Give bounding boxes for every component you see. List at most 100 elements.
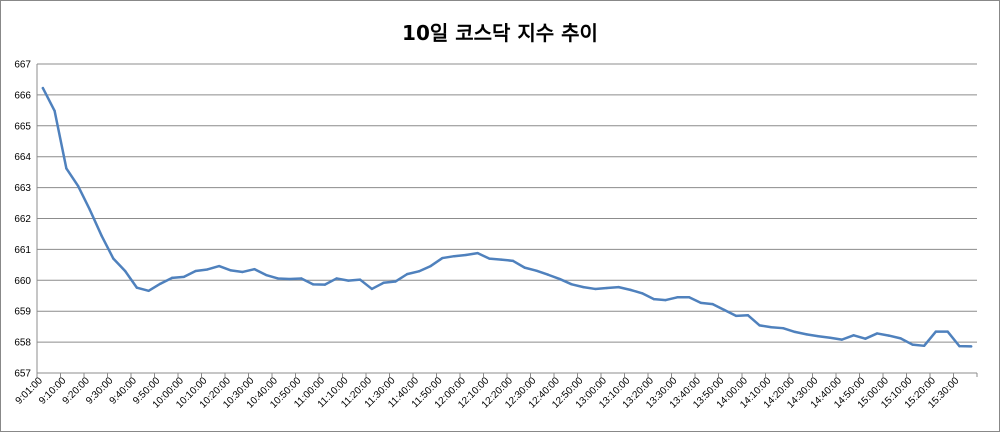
y-tick-label: 667 bbox=[14, 60, 31, 71]
data-point bbox=[676, 296, 679, 299]
x-tick-labels: 9:01:009:10:009:20:009:30:009:40:009:50:… bbox=[14, 375, 962, 411]
data-point bbox=[852, 334, 855, 337]
data-point bbox=[488, 257, 491, 260]
data-point bbox=[605, 286, 609, 290]
data-point bbox=[629, 288, 632, 292]
y-tick-label: 664 bbox=[14, 152, 31, 163]
data-point bbox=[347, 279, 350, 282]
data-point bbox=[358, 278, 362, 281]
data-point bbox=[41, 86, 45, 90]
y-tick-label: 665 bbox=[14, 121, 31, 132]
y-tick-label: 658 bbox=[14, 338, 31, 349]
y-tick-label: 663 bbox=[14, 183, 31, 194]
data-point bbox=[147, 289, 150, 293]
data-point bbox=[899, 337, 902, 340]
data-point bbox=[276, 277, 280, 280]
data-point bbox=[699, 301, 703, 305]
data-point bbox=[711, 302, 714, 306]
data-point bbox=[382, 281, 385, 284]
data-point bbox=[922, 344, 926, 348]
data-point bbox=[535, 269, 538, 272]
data-point bbox=[76, 184, 80, 188]
data-point bbox=[546, 273, 550, 276]
data-point bbox=[417, 270, 421, 273]
data-point bbox=[817, 335, 820, 338]
data-point bbox=[523, 266, 526, 269]
data-point bbox=[123, 269, 127, 273]
y-tick-label: 657 bbox=[14, 369, 31, 380]
data-point bbox=[229, 269, 233, 272]
data-point bbox=[770, 326, 773, 329]
axes bbox=[36, 64, 978, 377]
data-point bbox=[112, 257, 115, 260]
data-point bbox=[65, 167, 68, 170]
chart-title: 10일 코스닥 지수 추이 bbox=[402, 21, 598, 45]
data-point bbox=[887, 334, 891, 337]
data-point bbox=[88, 208, 92, 212]
data-point bbox=[617, 285, 620, 289]
data-point bbox=[946, 330, 949, 333]
series-line bbox=[41, 86, 973, 348]
data-point bbox=[734, 314, 738, 318]
data-point bbox=[452, 254, 456, 258]
data-point bbox=[746, 314, 750, 317]
data-point bbox=[805, 333, 808, 336]
data-point bbox=[288, 277, 291, 281]
data-point bbox=[170, 276, 174, 280]
data-point bbox=[264, 273, 268, 277]
data-point bbox=[875, 332, 879, 335]
data-point bbox=[464, 253, 468, 257]
data-point bbox=[582, 285, 585, 289]
y-tick-label: 661 bbox=[14, 245, 31, 256]
data-point bbox=[911, 343, 914, 346]
data-point bbox=[758, 324, 761, 327]
data-point bbox=[100, 234, 103, 238]
data-point bbox=[429, 264, 432, 268]
data-point bbox=[53, 109, 56, 113]
data-point bbox=[640, 292, 644, 295]
data-point bbox=[241, 270, 244, 274]
data-point bbox=[394, 280, 397, 283]
data-point bbox=[969, 345, 973, 348]
data-point bbox=[793, 330, 797, 334]
data-point bbox=[781, 326, 785, 330]
data-point bbox=[570, 283, 573, 286]
data-point bbox=[194, 269, 197, 273]
data-point bbox=[476, 251, 479, 255]
data-point bbox=[441, 256, 444, 260]
data-point bbox=[182, 275, 186, 279]
data-point bbox=[499, 258, 503, 261]
data-point bbox=[511, 259, 515, 263]
data-point bbox=[405, 272, 409, 276]
y-tick-label: 660 bbox=[14, 276, 31, 287]
data-point bbox=[253, 267, 256, 271]
data-point bbox=[934, 330, 938, 333]
y-tick-labels: 657 658 659 660 661 662 663 664 665 666 667 bbox=[14, 60, 31, 380]
data-point bbox=[652, 297, 656, 301]
data-point bbox=[217, 264, 221, 268]
data-point bbox=[664, 298, 667, 302]
y-tick-label: 662 bbox=[14, 214, 31, 225]
data-point bbox=[300, 277, 303, 280]
data-point bbox=[558, 277, 562, 281]
data-point bbox=[206, 268, 209, 271]
y-tick-label: 666 bbox=[14, 90, 31, 101]
data-point bbox=[159, 282, 162, 285]
gridlines bbox=[37, 63, 977, 343]
data-point bbox=[828, 336, 832, 339]
data-point bbox=[864, 337, 867, 340]
y-tick-label: 659 bbox=[14, 307, 31, 318]
data-point bbox=[593, 287, 597, 291]
data-point bbox=[135, 286, 139, 289]
data-point bbox=[370, 287, 374, 291]
data-point bbox=[335, 277, 338, 280]
data-point bbox=[311, 283, 315, 286]
data-point bbox=[958, 344, 961, 348]
data-point bbox=[323, 283, 327, 286]
data-point bbox=[687, 296, 691, 299]
series bbox=[41, 86, 973, 348]
data-point bbox=[840, 338, 844, 341]
data-point bbox=[723, 308, 726, 312]
